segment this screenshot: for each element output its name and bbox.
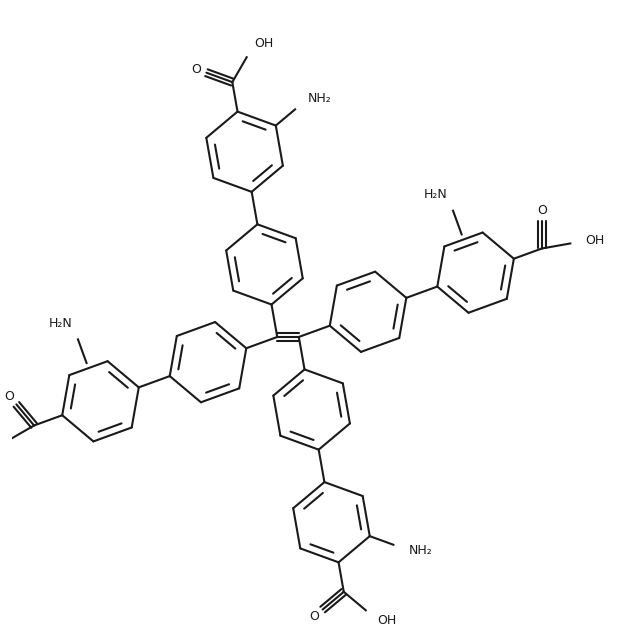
Text: O: O [310, 610, 319, 623]
Text: O: O [192, 63, 201, 75]
Text: H₂N: H₂N [49, 317, 72, 330]
Text: OH: OH [378, 614, 397, 627]
Text: NH₂: NH₂ [409, 544, 433, 557]
Text: H₂N: H₂N [424, 188, 447, 202]
Text: OH: OH [255, 37, 274, 50]
Text: OH: OH [586, 234, 605, 248]
Text: NH₂: NH₂ [308, 92, 332, 105]
Text: O: O [537, 204, 547, 217]
Text: O: O [4, 390, 14, 403]
